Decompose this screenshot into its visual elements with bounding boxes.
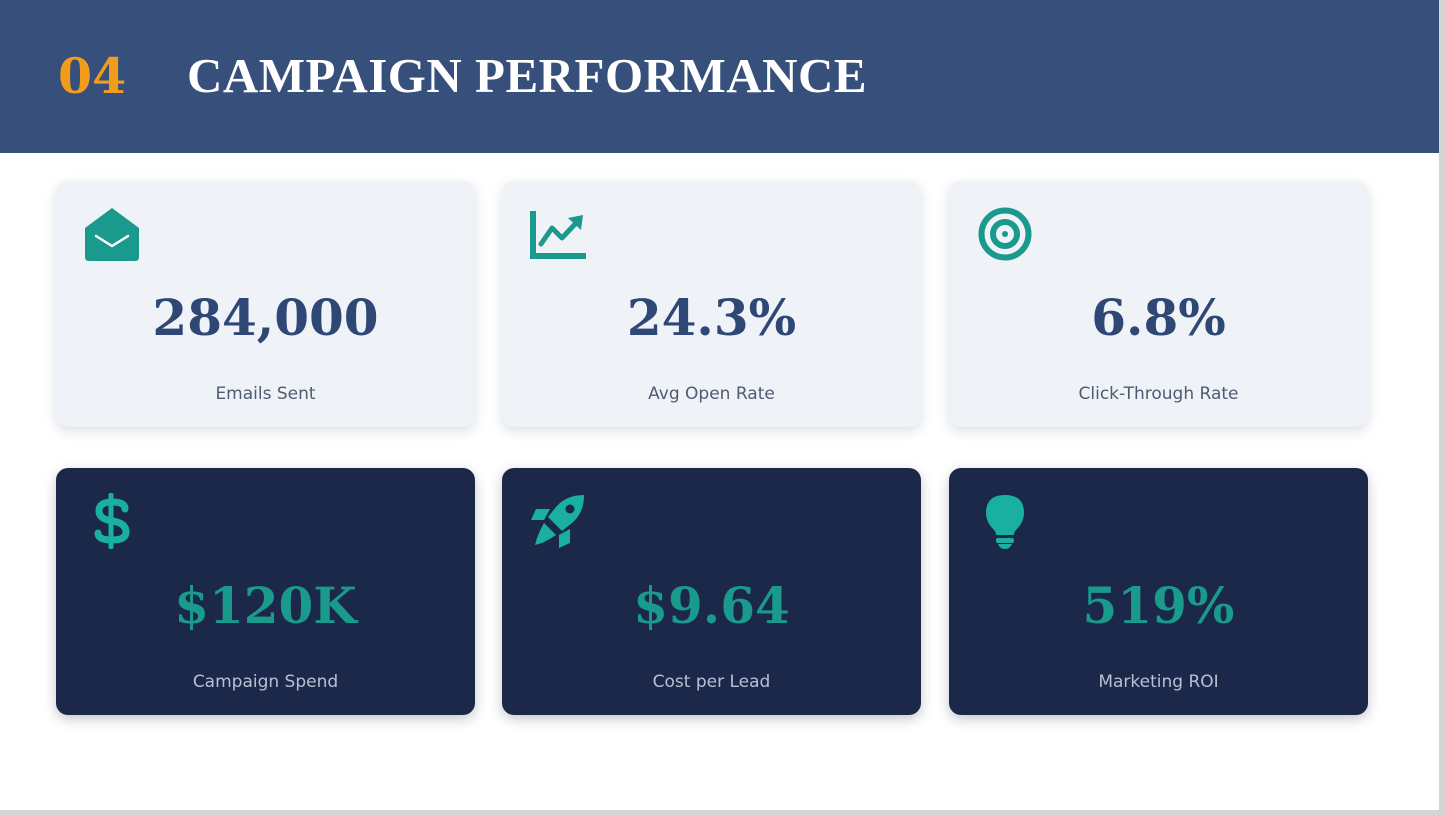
- metric-label: Cost per Lead: [652, 672, 771, 692]
- metric-card-click-through-rate: 6.8% Click-Through Rate: [949, 181, 1368, 427]
- metric-value: $120K: [174, 576, 357, 635]
- metric-card-avg-open-rate: 24.3% Avg Open Rate: [502, 181, 921, 427]
- metric-value: 519%: [1082, 576, 1235, 635]
- chart-line-icon: [530, 206, 586, 262]
- section-number: 04: [58, 47, 127, 105]
- metric-value: $9.64: [633, 576, 790, 635]
- slide-title: CAMPAIGN PERFORMANCE: [187, 48, 868, 103]
- metric-card-cost-per-lead: $9.64 Cost per Lead: [502, 468, 921, 715]
- rocket-icon: [530, 493, 586, 549]
- dollar-sign-icon: [84, 493, 140, 549]
- lightbulb-icon: [977, 493, 1033, 549]
- header-bar: 04 CAMPAIGN PERFORMANCE: [0, 0, 1439, 153]
- metric-label: Marketing ROI: [1098, 672, 1219, 692]
- metric-card-marketing-roi: 519% Marketing ROI: [949, 468, 1368, 715]
- metric-value: 6.8%: [1091, 288, 1226, 347]
- target-icon: [977, 206, 1033, 262]
- metric-card-campaign-spend: $120K Campaign Spend: [56, 468, 475, 715]
- metric-value: 284,000: [152, 288, 379, 347]
- metric-card-emails-sent: 284,000 Emails Sent: [56, 181, 475, 427]
- metric-label: Emails Sent: [215, 384, 316, 404]
- metric-label: Campaign Spend: [192, 672, 339, 692]
- metric-label: Click-Through Rate: [1078, 384, 1239, 404]
- metric-value: 24.3%: [626, 288, 797, 347]
- envelope-open-icon: [84, 206, 140, 262]
- metric-label: Avg Open Rate: [648, 384, 775, 404]
